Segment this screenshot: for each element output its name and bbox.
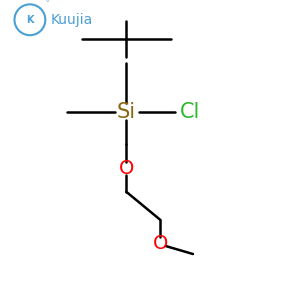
Text: Cl: Cl xyxy=(180,102,200,122)
Text: K: K xyxy=(26,15,34,25)
Text: Si: Si xyxy=(117,102,136,122)
Text: °: ° xyxy=(45,0,49,6)
Text: O: O xyxy=(118,158,134,178)
Text: Kuujia: Kuujia xyxy=(51,13,93,27)
Text: O: O xyxy=(153,234,168,253)
